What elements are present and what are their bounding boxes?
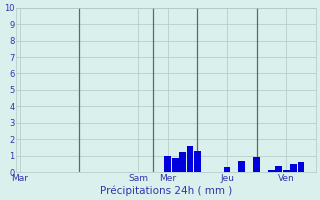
Bar	[253, 157, 260, 172]
Bar	[187, 146, 193, 172]
Bar	[164, 156, 171, 172]
Bar	[194, 151, 201, 172]
Bar	[290, 164, 297, 172]
Bar	[276, 166, 282, 172]
Bar	[179, 152, 186, 172]
Bar	[268, 170, 275, 172]
Bar	[283, 170, 290, 172]
Bar	[224, 167, 230, 172]
X-axis label: Précipitations 24h ( mm ): Précipitations 24h ( mm )	[100, 185, 232, 196]
Bar	[238, 161, 245, 172]
Bar	[298, 162, 304, 172]
Bar	[172, 158, 179, 172]
